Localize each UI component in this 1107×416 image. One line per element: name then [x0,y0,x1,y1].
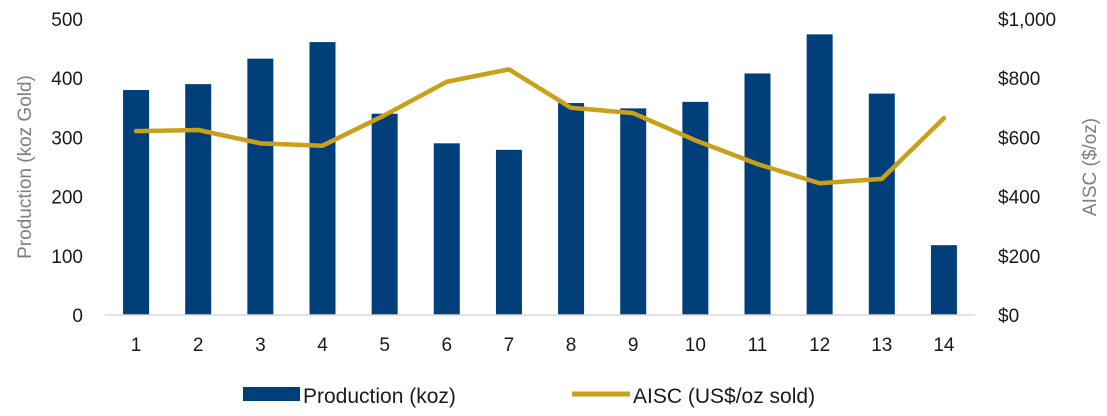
y-right-tick-label: $400 [998,188,1040,209]
legend-label-production: Production (koz) [303,385,456,408]
production-bar-8 [558,103,584,315]
y-left-tick-label: 300 [51,128,83,149]
y-right-tick-label: $800 [998,69,1040,90]
x-tick-label: 1 [131,335,142,356]
legend: Production (koz) AISC (US$/oz sold) [243,385,815,408]
y-left-tick-label: 500 [51,10,83,31]
x-tick-label: 13 [871,335,892,356]
x-tick-label: 12 [809,335,830,356]
x-tick-label: 14 [933,335,955,356]
y-right-tick-label: $200 [998,247,1040,268]
x-tick-label: 10 [685,335,706,356]
production-bar-7 [496,150,522,315]
y-right-axis-title: AISC ($/oz) [1080,118,1101,216]
production-bar-10 [682,102,708,315]
production-bar-6 [434,143,460,315]
y-right-tick-label: $1,000 [998,10,1056,31]
production-bar-11 [745,73,771,315]
y-left-tick-label: 200 [51,188,83,209]
y-left-tick-label: 100 [51,247,83,268]
x-tick-label: 4 [317,335,328,356]
y-right-tick-label: $600 [998,128,1040,149]
y-left-axis-title: Production (koz Gold) [15,75,36,259]
production-bar-5 [372,114,398,315]
production-bar-14 [931,245,957,315]
y-right-tick-label: $0 [998,306,1019,327]
x-tick-label: 11 [748,335,768,356]
production-bars [123,34,957,315]
production-bar-9 [620,108,646,315]
x-tick-label: 2 [193,335,204,356]
x-tick-label: 7 [504,335,515,356]
production-bar-2 [185,84,211,315]
legend-label-aisc: AISC (US$/oz sold) [633,385,815,408]
x-tick-label: 9 [628,335,639,356]
x-tick-label: 3 [255,335,266,356]
legend-swatch-production [243,387,300,401]
x-tick-label: 5 [379,335,390,356]
x-tick-label: 6 [442,335,453,356]
y-left-tick-label: 400 [51,69,83,90]
production-bar-13 [869,94,895,315]
production-bar-4 [310,42,336,315]
production-bar-12 [807,34,833,315]
y-left-tick-label: 0 [72,306,83,327]
x-tick-label: 8 [566,335,577,356]
production-bar-3 [247,59,273,315]
production-bar-1 [123,90,149,315]
